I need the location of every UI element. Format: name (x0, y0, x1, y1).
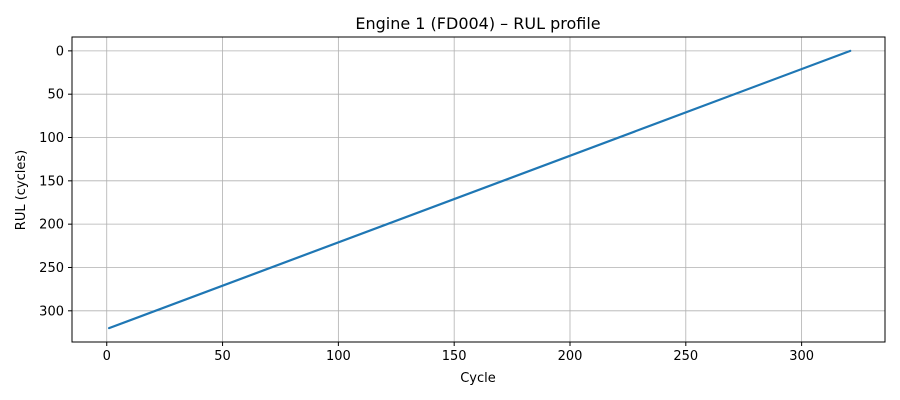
grid (72, 37, 885, 342)
chart-title: Engine 1 (FD004) – RUL profile (355, 14, 600, 33)
x-tick-label: 0 (103, 349, 111, 364)
x-tick-label: 250 (673, 349, 698, 364)
x-axis-label: Cycle (460, 371, 496, 386)
y-axis: 0 50 100 150 200 250 300 (39, 44, 72, 319)
y-tick-label: 300 (39, 304, 64, 319)
y-tick-label: 250 (39, 261, 64, 276)
y-axis-label: RUL (cycles) (14, 150, 29, 230)
x-tick-label: 150 (442, 349, 467, 364)
plot-area-frame (71, 36, 886, 343)
x-tick-label: 100 (326, 349, 351, 364)
y-tick-label: 0 (56, 44, 64, 59)
x-axis: 0 50 100 150 200 250 300 (103, 342, 814, 364)
x-tick-label: 200 (558, 349, 583, 364)
y-tick-label: 150 (39, 174, 64, 189)
x-tick-label: 50 (214, 349, 231, 364)
y-tick-label: 100 (39, 131, 64, 146)
y-tick-label: 50 (47, 88, 64, 103)
series-line (107, 49, 852, 330)
x-tick-label: 300 (789, 349, 814, 364)
series-layer (107, 49, 852, 330)
y-tick-label: 200 (39, 218, 64, 233)
